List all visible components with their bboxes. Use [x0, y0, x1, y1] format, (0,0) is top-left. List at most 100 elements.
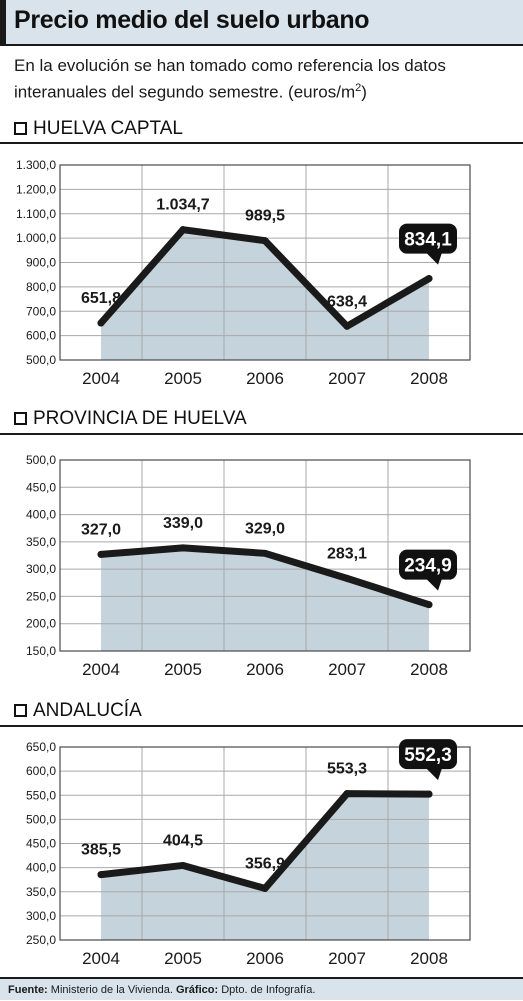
y-tick-label: 900,0	[26, 256, 56, 270]
data-label: 552,3	[404, 745, 452, 766]
section-title-andalucia: ANDALUCÍA	[14, 700, 142, 722]
data-label: 989,5	[245, 208, 285, 225]
page-title: Precio medio del suelo urbano	[14, 6, 370, 34]
footer-credits: Fuente: Ministerio de la Vivienda. Gráfi…	[0, 977, 523, 1000]
data-point	[261, 884, 269, 892]
callout-box	[399, 739, 457, 770]
section-title-huelva-capital: HUELVA CAPTAL	[14, 118, 183, 140]
section-rule	[0, 142, 523, 144]
data-label: 356,9	[245, 855, 285, 872]
y-tick-label: 1.300,0	[16, 158, 56, 172]
section-title-provincia: PROVINCIA DE HUELVA	[14, 408, 247, 430]
data-point	[97, 550, 105, 558]
value-callout: 834,1	[399, 223, 457, 265]
data-point	[425, 275, 433, 283]
page-subtitle: En la evolución se han tomado como refer…	[14, 55, 514, 104]
y-tick-label: 400,0	[26, 861, 56, 875]
x-tick-label: 2005	[164, 369, 202, 388]
callout-pointer	[426, 768, 442, 781]
y-tick-label: 450,0	[26, 837, 56, 851]
y-tick-label: 500,0	[26, 453, 56, 467]
x-tick-label: 2004	[82, 949, 120, 968]
data-label: 1.034,7	[156, 197, 209, 214]
chart-2-title: PROVINCIA DE HUELVA	[33, 408, 247, 429]
y-tick-label: 1.100,0	[16, 207, 56, 221]
data-point	[97, 871, 105, 879]
plot-frame	[59, 746, 471, 941]
x-tick-label: 2007	[328, 949, 366, 968]
subtitle-end: )	[361, 82, 367, 102]
y-tick-label: 600,0	[26, 764, 56, 778]
y-tick-label: 800,0	[26, 280, 56, 294]
chart-3-title: ANDALUCÍA	[33, 700, 142, 721]
data-point	[425, 601, 433, 609]
x-tick-label: 2004	[82, 369, 120, 388]
y-tick-label: 200,0	[26, 617, 56, 631]
y-tick-label: 700,0	[26, 304, 56, 318]
data-label: 834,1	[404, 230, 452, 251]
section-rule	[0, 433, 523, 435]
chart-provincia-huelva: 150,0 200,0 250,0 300,0 350,0 400,0 450,0 500,0…	[26, 453, 471, 679]
callout-pointer	[426, 578, 442, 591]
subtitle-text: En la evolución se han tomado como refer…	[14, 56, 446, 102]
header-accent-bar	[0, 0, 6, 44]
x-tick-label: 2005	[164, 660, 202, 679]
y-tick-label: 300,0	[26, 909, 56, 923]
y-tick-label: 350,0	[26, 885, 56, 899]
data-point	[179, 226, 187, 234]
y-tick-label: 1.200,0	[16, 182, 56, 196]
data-point	[261, 237, 269, 245]
x-tick-label: 2006	[246, 949, 284, 968]
x-tick-label: 2008	[410, 369, 448, 388]
y-tick-label: 300,0	[26, 562, 56, 576]
data-label: 638,4	[327, 293, 367, 310]
header-banner: Precio medio del suelo urbano	[0, 0, 523, 46]
x-tick-label: 2007	[328, 660, 366, 679]
chart-andalucia: 250,0 300,0 350,0 400,0 450,0 500,0 550,0 600,0…	[26, 739, 471, 968]
y-tick-label: 450,0	[26, 480, 56, 494]
y-tick-label: 650,0	[26, 740, 56, 754]
y-tick-label: 600,0	[26, 329, 56, 343]
y-tick-label: 350,0	[26, 535, 56, 549]
data-label: 651,8	[81, 290, 121, 307]
x-tick-label: 2007	[328, 369, 366, 388]
data-point	[261, 549, 269, 557]
chart-huelva-capital: 500,0 600,0 700,0 800,0 900,0 1.000,0 1.100,0 1…	[16, 158, 471, 388]
x-tick-label: 2008	[410, 660, 448, 679]
source-value: Ministerio de la Vivienda.	[50, 984, 173, 996]
data-label: 339,0	[163, 515, 203, 532]
y-tick-label: 250,0	[26, 933, 56, 947]
y-tick-label: 500,0	[26, 353, 56, 367]
data-point	[343, 574, 351, 582]
value-callout: 552,3	[399, 739, 457, 781]
plot-frame	[59, 459, 471, 652]
data-point	[425, 790, 433, 798]
data-point	[179, 544, 187, 552]
x-tick-label: 2004	[82, 660, 120, 679]
data-point	[343, 790, 351, 798]
square-icon	[14, 412, 27, 425]
y-tick-label: 150,0	[26, 644, 56, 658]
x-tick-label: 2008	[410, 949, 448, 968]
plot-frame	[59, 164, 471, 361]
graphic-value: Dpto. de Infografía.	[221, 984, 316, 996]
y-tick-label: 550,0	[26, 788, 56, 802]
section-rule	[0, 725, 523, 727]
data-label: 385,5	[81, 842, 121, 859]
data-label: 283,1	[327, 545, 367, 562]
x-tick-label: 2006	[246, 369, 284, 388]
data-label: 553,3	[327, 761, 367, 778]
y-tick-label: 1.000,0	[16, 231, 56, 245]
data-label: 404,5	[163, 832, 203, 849]
subtitle-superscript: 2	[355, 82, 362, 94]
data-label: 234,9	[404, 556, 452, 577]
data-point	[97, 319, 105, 327]
callout-pointer	[426, 252, 442, 265]
graphic-label: Gráfico:	[175, 984, 219, 996]
callout-box	[399, 223, 457, 254]
data-point	[179, 861, 187, 869]
y-tick-label: 400,0	[26, 508, 56, 522]
x-tick-label: 2005	[164, 949, 202, 968]
data-label: 327,0	[81, 521, 121, 538]
value-callout: 234,9	[399, 549, 457, 591]
